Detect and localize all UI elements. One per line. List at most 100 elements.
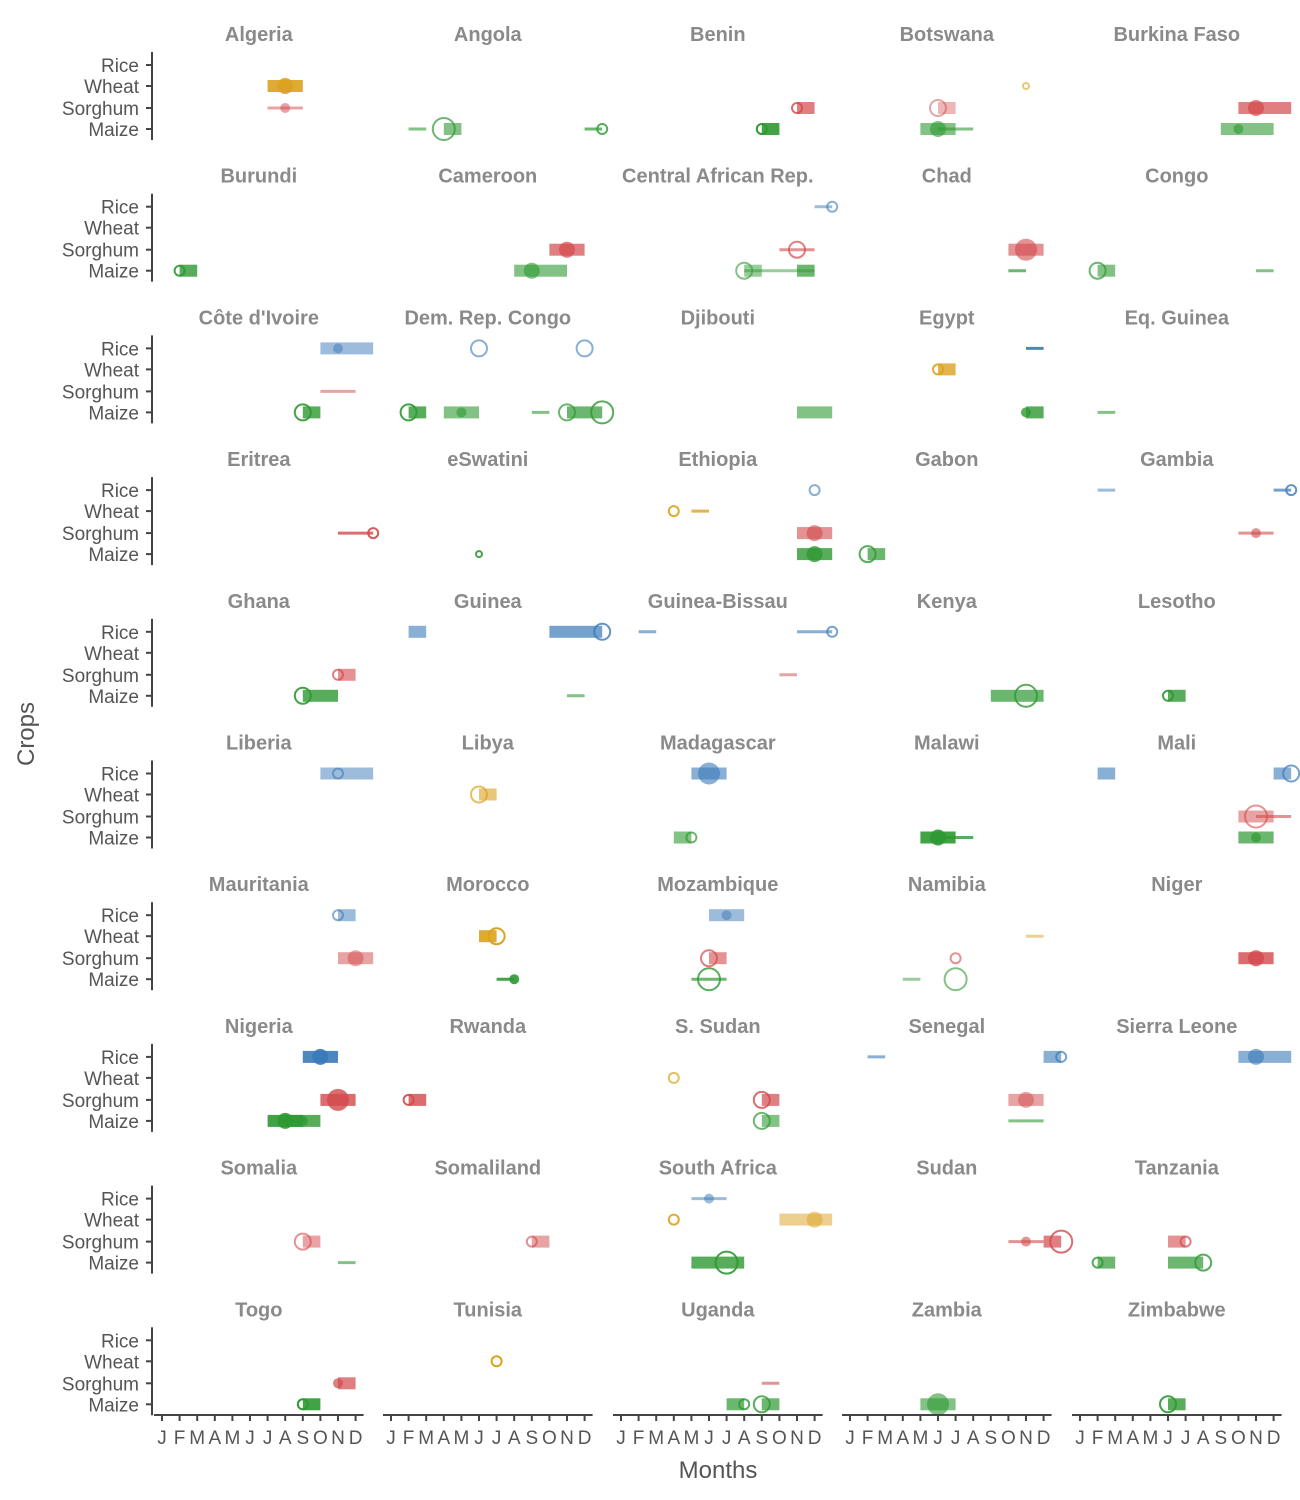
mark-maize-point [1162,689,1174,702]
month-label: M [224,1428,240,1449]
mark-rice-point [704,1193,714,1204]
mark-maize-point [943,967,968,992]
panel-morocco: Morocco [446,874,529,985]
crop-label-rice: Rice [101,906,139,927]
panel-botswana: Botswana [900,24,1030,137]
panel-title: Liberia [226,733,292,755]
mark-sorghum-point [1018,1091,1034,1108]
month-label: D [578,1428,592,1449]
mark-rice-bar [320,342,374,355]
panel-uganda: Uganda [681,1299,780,1414]
mark-maize-point [509,974,520,985]
panel-title: Zambia [912,1299,983,1321]
month-label: J [722,1428,732,1449]
panel-title: Somalia [220,1158,298,1180]
mark-maize-point [1194,1253,1213,1272]
month-label: M [877,1428,893,1449]
mark-sorghum-point [333,1378,343,1389]
crop-label-maize: Maize [88,545,139,566]
month-label: S [1214,1428,1227,1449]
panel-eswatini: eSwatini [447,449,528,559]
mark-wheat-point [487,927,506,946]
mark-rice-bar [408,625,427,638]
month-label: O [772,1428,787,1449]
month-label: J [845,1428,855,1449]
mark-rice-point [470,339,488,358]
month-label: F [862,1428,874,1449]
mark-wheat-point [667,505,680,518]
panel-mozambique: Mozambique [657,874,778,992]
mark-wheat-bar [779,1213,833,1226]
crop-label-rice: Rice [101,481,139,502]
mark-maize-point [523,262,540,279]
crop-label-sorghum: Sorghum [62,99,139,120]
panel-title: Togo [235,1299,282,1321]
x-axis-title: Months [679,1457,758,1484]
panel-title: Eritrea [227,449,291,471]
panel-title: Uganda [681,1299,755,1321]
month-label: M [1107,1428,1123,1449]
mark-maize-point [806,546,823,563]
crop-label-sorghum: Sorghum [62,241,139,262]
month-label: F [403,1428,415,1449]
mark-maize-point [858,545,877,564]
crop-label-rice: Rice [101,765,139,786]
panel-title: Malawi [914,733,980,755]
mark-wheat-point [277,78,294,94]
panel-congo: Congo [1088,166,1274,280]
mark-maize-point [475,550,483,559]
mark-sorghum-point [788,240,806,259]
mark-rice-point [332,909,344,922]
mark-maize-point [596,123,609,135]
panel-title: Namibia [908,874,987,896]
mark-maize-point [752,1111,771,1130]
mark-rice-point [721,910,732,921]
panel-title: Ethiopia [678,449,758,471]
mark-sorghum-point [525,1235,538,1248]
mark-maize-point [1021,407,1031,418]
month-label: O [542,1428,557,1449]
mark-maize-bar [797,406,833,419]
month-label: O [313,1428,328,1449]
month-label: M [912,1428,928,1449]
panel-title: Tunisia [454,1299,523,1321]
mark-wheat-point [1022,82,1030,90]
panel-mali: Mali [1097,733,1300,844]
crop-label-wheat: Wheat [84,786,140,807]
mark-maize-point [293,686,312,705]
mark-rice-point [575,339,594,358]
mark-maize-bar [797,264,815,277]
month-label: F [633,1428,645,1449]
mark-maize-point [738,1398,751,1411]
panel-title: Congo [1145,166,1208,188]
mark-maize-point [1233,124,1244,134]
crop-label-wheat: Wheat [84,1211,140,1232]
panel-title: Senegal [908,1016,985,1038]
month-label: A [437,1428,450,1449]
panel-gabon: Gabon [858,449,978,564]
panel-chad: Chad [922,166,1044,273]
mark-maize-point [1091,1256,1104,1269]
month-label: D [349,1428,363,1449]
mark-maize-bar [1168,1256,1204,1269]
mark-maize-point [1088,261,1107,280]
crop-label-wheat: Wheat [84,502,140,523]
month-label: F [174,1428,186,1449]
panel-title: Dem. Rep. Congo [404,307,571,329]
month-label: J [492,1428,502,1449]
panel-title: Algeria [225,24,294,46]
panel-zambia: Zambia [912,1299,983,1416]
month-label: J [1181,1428,1191,1449]
mark-sorghum-point [752,1090,771,1109]
mark-wheat-point [667,1213,680,1226]
panel-title: Djibouti [681,307,755,329]
panel-title: Gambia [1140,449,1214,471]
mark-sorghum-point [791,102,803,114]
mark-sorghum-point [293,1232,312,1251]
mark-maize-point [293,403,312,422]
